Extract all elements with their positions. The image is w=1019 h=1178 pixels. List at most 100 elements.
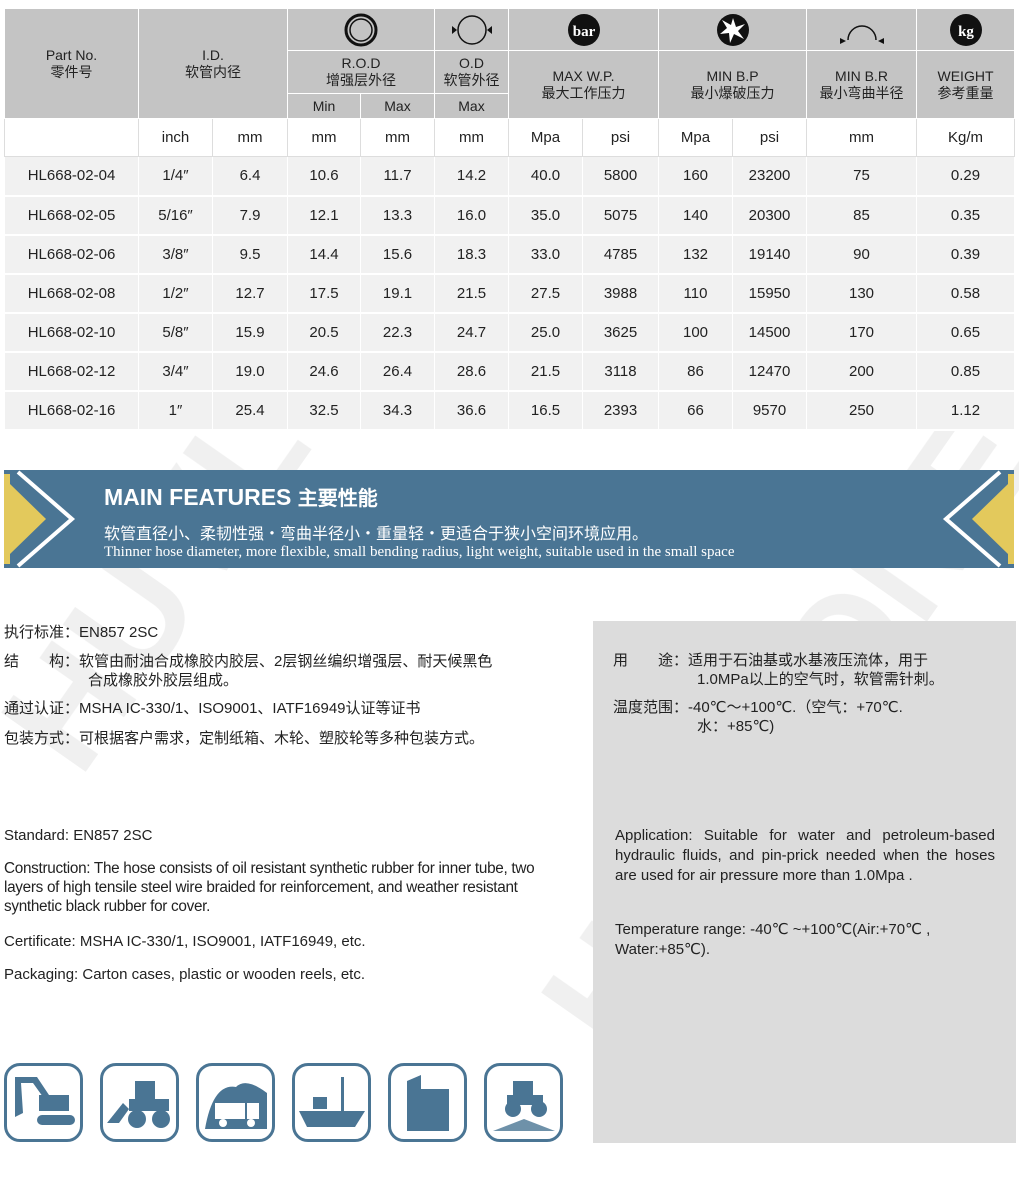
table-cell: 26.4 bbox=[360, 351, 435, 392]
main-features-banner: MAIN FEATURES 主要性能 软管直径小、柔韧性强・弯曲半径小・重量轻・… bbox=[4, 470, 1014, 568]
table-cell: 0.35 bbox=[916, 195, 1015, 236]
table-cell: 20300 bbox=[732, 195, 807, 236]
header-id: I.D. 软管内径 bbox=[138, 8, 288, 119]
table-cell: 15950 bbox=[732, 273, 807, 314]
application-icons bbox=[4, 1063, 563, 1142]
table-cell: 75 bbox=[806, 156, 917, 197]
ship-icon bbox=[292, 1063, 371, 1142]
table-cell: 85 bbox=[806, 195, 917, 236]
en-certificate: Certificate: MSHA IC-330/1, ISO9001, IAT… bbox=[4, 933, 366, 950]
table-cell: 33.0 bbox=[508, 234, 583, 275]
part-number-cell: HL668-02-08 bbox=[4, 273, 139, 314]
application-panel bbox=[593, 621, 1016, 1143]
header-min-bp: MIN B.P 最小爆破压力 bbox=[658, 50, 807, 119]
pressure-bar-icon: bar bbox=[508, 8, 659, 51]
table-cell: 17.5 bbox=[287, 273, 361, 314]
excavator-icon bbox=[4, 1063, 83, 1142]
table-row: HL668-02-10 5/8″ 15.9 20.5 22.3 24.7 25.0 3625 1… bbox=[4, 312, 1015, 353]
table-cell: 19140 bbox=[732, 234, 807, 275]
table-cell: 25.0 bbox=[508, 312, 583, 353]
wheel-loader-icon bbox=[100, 1063, 179, 1142]
table-cell: Kg/m bbox=[916, 118, 1015, 157]
table-cell: 32.5 bbox=[287, 390, 361, 431]
table-cell: 14500 bbox=[732, 312, 807, 353]
table-cell: 110 bbox=[658, 273, 733, 314]
table-cell: 66 bbox=[658, 390, 733, 431]
table-cell: 19.1 bbox=[360, 273, 435, 314]
en-temperature: Temperature range: -40℃ ~+100℃(Air:+70℃ … bbox=[615, 921, 931, 958]
table-cell: 3988 bbox=[582, 273, 659, 314]
part-number-cell: HL668-02-04 bbox=[4, 156, 139, 197]
table-cell: 4785 bbox=[582, 234, 659, 275]
table-cell: psi bbox=[732, 118, 807, 157]
table-cell: 28.6 bbox=[434, 351, 509, 392]
table-cell: 90 bbox=[806, 234, 917, 275]
table-cell: 12.1 bbox=[287, 195, 361, 236]
mining-truck-icon bbox=[196, 1063, 275, 1142]
table-cell: 14.2 bbox=[434, 156, 509, 197]
cn-standard: 执行标准：EN857 2SC bbox=[4, 624, 159, 641]
table-cell: 24.7 bbox=[434, 312, 509, 353]
table-cell: 132 bbox=[658, 234, 733, 275]
table-row: HL668-02-04 1/4″ 6.4 10.6 11.7 14.2 40.0 5800 16… bbox=[4, 156, 1015, 197]
table-cell: 2393 bbox=[582, 390, 659, 431]
table-cell: 9570 bbox=[732, 390, 807, 431]
table-cell bbox=[4, 118, 139, 157]
table-cell: 3625 bbox=[582, 312, 659, 353]
tractor-icon bbox=[484, 1063, 563, 1142]
table-cell: mm bbox=[806, 118, 917, 157]
table-cell: 18.3 bbox=[434, 234, 509, 275]
table-cell: Mpa bbox=[658, 118, 733, 157]
table-cell: 25.4 bbox=[212, 390, 288, 431]
table-cell: 15.6 bbox=[360, 234, 435, 275]
table-cell: 40.0 bbox=[508, 156, 583, 197]
table-cell: 15.9 bbox=[212, 312, 288, 353]
chevron-decoration-icon bbox=[4, 470, 1014, 568]
part-number-cell: HL668-02-05 bbox=[4, 195, 139, 236]
table-cell: Mpa bbox=[508, 118, 583, 157]
table-cell: 19.0 bbox=[212, 351, 288, 392]
svg-text:bar: bar bbox=[572, 24, 595, 40]
table-cell: 0.65 bbox=[916, 312, 1015, 353]
svg-text:kg: kg bbox=[958, 24, 974, 40]
bend-radius-icon bbox=[806, 8, 917, 51]
en-packaging: Packaging: Carton cases, plastic or wood… bbox=[4, 966, 366, 983]
part-number-cell: HL668-02-12 bbox=[4, 351, 139, 392]
cn-packaging: 包装方式：可根据客户需求，定制纸箱、木轮、塑胶轮等多种包装方式。 bbox=[4, 730, 485, 747]
table-cell: 16.0 bbox=[434, 195, 509, 236]
en-construction: Construction: The hose consists of oil r… bbox=[4, 860, 535, 915]
table-cell: 1″ bbox=[138, 390, 213, 431]
units-row: inch mm mm mm mm Mpa psi Mpa psi mm Kg/m bbox=[4, 118, 1015, 157]
cn-use: 用 途：适用于石油基或水基液压流体，用于 bbox=[613, 652, 929, 669]
table-cell: 24.6 bbox=[287, 351, 361, 392]
table-cell: inch bbox=[138, 118, 213, 157]
cn-temperature-cont: 水：+85℃) bbox=[697, 718, 775, 735]
features-en: Thinner hose diameter, more flexible, sm… bbox=[104, 544, 735, 560]
rod-icon bbox=[287, 8, 435, 51]
table-cell: psi bbox=[582, 118, 659, 157]
table-cell: 21.5 bbox=[434, 273, 509, 314]
table-row: HL668-02-06 3/8″ 9.5 14.4 15.6 18.3 33.0 4785 13… bbox=[4, 234, 1015, 275]
table-cell: 1/4″ bbox=[138, 156, 213, 197]
header-weight: WEIGHT 参考重量 bbox=[916, 50, 1015, 119]
cn-construction: 结 构：软管由耐油合成橡胶内胶层、2层钢丝编织增强层、耐天候黑色 bbox=[4, 653, 493, 670]
table-cell: 86 bbox=[658, 351, 733, 392]
table-cell: 0.29 bbox=[916, 156, 1015, 197]
table-cell: 34.3 bbox=[360, 390, 435, 431]
table-cell: 13.3 bbox=[360, 195, 435, 236]
header-part-no: Part No. 零件号 bbox=[4, 8, 139, 119]
table-cell: mm bbox=[360, 118, 435, 157]
table-cell: 130 bbox=[806, 273, 917, 314]
table-cell: 5/8″ bbox=[138, 312, 213, 353]
table-cell: mm bbox=[287, 118, 361, 157]
table-cell: 11.7 bbox=[360, 156, 435, 197]
table-cell: mm bbox=[434, 118, 509, 157]
header-rod: R.O.D 增强层外径 bbox=[287, 50, 435, 94]
header-rod-max: Max bbox=[360, 93, 435, 119]
table-cell: 10.6 bbox=[287, 156, 361, 197]
table-cell: 200 bbox=[806, 351, 917, 392]
burst-icon bbox=[658, 8, 807, 51]
header-od-max: Max bbox=[434, 93, 509, 119]
header-rod-min: Min bbox=[287, 93, 361, 119]
spec-table: Part No. 零件号 I.D. 软管内径 bar kg R.O.D 增强层外径 O… bbox=[4, 8, 1015, 431]
